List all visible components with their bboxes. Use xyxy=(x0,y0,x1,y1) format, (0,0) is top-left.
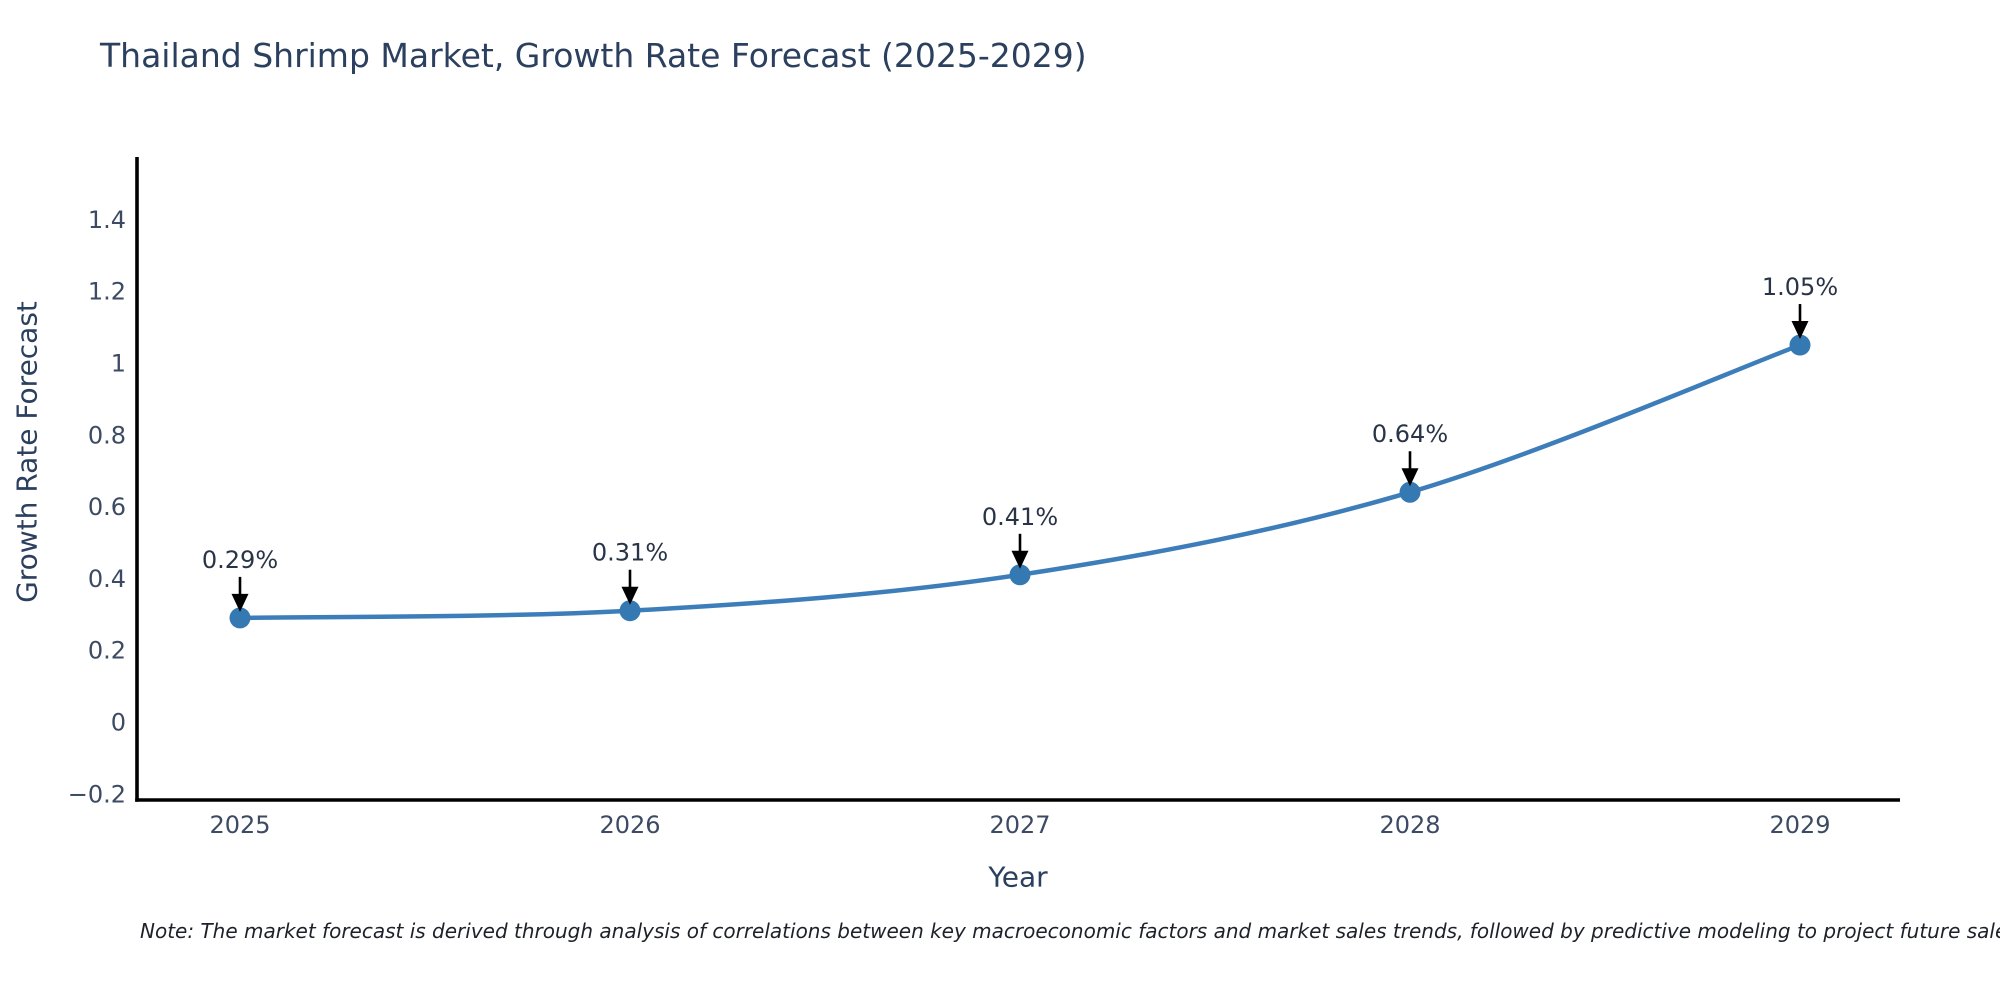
point-label: 0.41% xyxy=(982,503,1058,531)
x-tick-label: 2028 xyxy=(1379,811,1440,839)
point-label: 0.29% xyxy=(202,546,278,574)
x-axis-title: Year xyxy=(988,860,1048,894)
data-point xyxy=(229,607,251,629)
x-tick-label: 2026 xyxy=(599,811,660,839)
x-tick-label: 2029 xyxy=(1769,811,1830,839)
y-tick-label: 1.2 xyxy=(88,278,126,306)
y-tick-label: 0 xyxy=(111,709,126,737)
x-tick-label: 2027 xyxy=(989,811,1050,839)
x-tick-label: 2025 xyxy=(209,811,270,839)
annotation-arrow-head xyxy=(1791,321,1809,340)
y-axis-title: Growth Rate Forecast xyxy=(10,301,44,603)
data-point xyxy=(1789,334,1811,356)
y-tick-label: 1.4 xyxy=(88,206,126,234)
annotation-arrow-head xyxy=(1011,550,1029,569)
point-label: 0.64% xyxy=(1372,420,1448,448)
annotation-arrow-head xyxy=(231,593,249,612)
point-label: 0.31% xyxy=(592,539,668,567)
y-tick-label: 0.2 xyxy=(88,637,126,665)
y-tick-label: 0.4 xyxy=(88,565,126,593)
data-point xyxy=(1399,481,1421,503)
chart-title: Thailand Shrimp Market, Growth Rate Fore… xyxy=(100,36,1087,75)
y-tick-label: −0.2 xyxy=(68,780,126,808)
footnote: Note: The market forecast is derived thr… xyxy=(140,919,2000,943)
y-tick-label: 0.8 xyxy=(88,421,126,449)
data-point xyxy=(619,600,641,622)
annotation-arrow-head xyxy=(621,586,639,605)
y-tick-label: 1 xyxy=(111,350,126,378)
y-tick-label: 0.6 xyxy=(88,493,126,521)
data-point xyxy=(1009,564,1031,586)
point-label: 1.05% xyxy=(1762,273,1838,301)
annotation-arrow-head xyxy=(1401,468,1419,487)
